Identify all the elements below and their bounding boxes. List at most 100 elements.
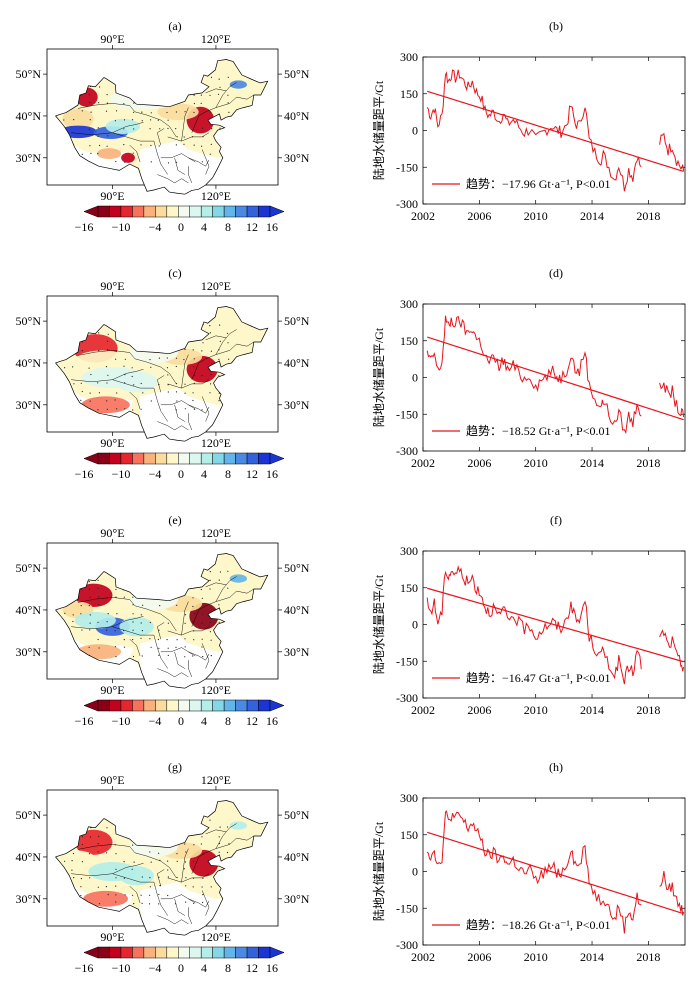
colorbar-tick-label: 4 bbox=[201, 961, 207, 975]
significance-dot bbox=[124, 161, 126, 163]
significance-dot bbox=[176, 860, 178, 862]
trend-line bbox=[427, 587, 684, 663]
lon-label-top: 120°E bbox=[201, 279, 231, 293]
significance-dot bbox=[97, 851, 99, 853]
significance-dot bbox=[149, 359, 151, 361]
x-tick-label: 2002 bbox=[411, 703, 435, 717]
province-boundary bbox=[160, 400, 196, 410]
province-boundary bbox=[188, 660, 193, 677]
significance-dot bbox=[157, 119, 159, 121]
significance-dot bbox=[123, 103, 125, 105]
colorbar-swatch bbox=[258, 699, 271, 712]
significance-dot bbox=[227, 570, 229, 572]
province-boundary bbox=[71, 873, 154, 883]
province-boundary bbox=[229, 94, 255, 104]
lon-label-bottom: 90°E bbox=[100, 189, 124, 203]
significance-dot bbox=[193, 366, 195, 368]
colorbar-swatch bbox=[246, 205, 259, 218]
lat-label-right: 40°N bbox=[284, 356, 310, 370]
province-boundary bbox=[181, 848, 189, 883]
significance-dot bbox=[202, 894, 204, 896]
significance-dot bbox=[150, 366, 152, 368]
y-tick-label: -150 bbox=[396, 654, 418, 668]
colorbar-tick-label: −10 bbox=[112, 220, 131, 234]
province-boundary bbox=[174, 651, 186, 669]
significance-dot bbox=[132, 596, 134, 598]
significance-dot bbox=[98, 349, 100, 352]
significance-dot bbox=[133, 102, 135, 104]
significance-dot bbox=[97, 638, 99, 641]
significance-dot bbox=[123, 128, 125, 130]
significance-dot bbox=[97, 153, 99, 155]
significance-dot bbox=[141, 876, 143, 878]
legend-label: 趋势：−17.96 Gt·a⁻¹, P<0.01 bbox=[466, 177, 610, 191]
significance-dot bbox=[209, 94, 211, 96]
significance-dot bbox=[131, 868, 133, 870]
colorbar-tick-label: 0 bbox=[178, 961, 184, 975]
china-outline bbox=[55, 553, 269, 689]
significance-dot bbox=[141, 120, 143, 122]
significance-dot bbox=[184, 408, 186, 410]
province-boundary bbox=[157, 174, 189, 184]
anomaly-cell-1 bbox=[74, 350, 130, 372]
significance-dot bbox=[97, 382, 99, 384]
significance-dot bbox=[81, 861, 83, 863]
significance-dot bbox=[131, 375, 133, 378]
significance-dot bbox=[210, 383, 212, 385]
lat-label-left: 50°N bbox=[16, 67, 42, 81]
tws-anomaly-series bbox=[426, 810, 685, 934]
colorbar-tick-label: 8 bbox=[225, 467, 231, 481]
significance-dot bbox=[80, 605, 82, 607]
y-tick-label: 300 bbox=[400, 297, 418, 311]
significance-dot bbox=[131, 894, 134, 896]
significance-dot bbox=[98, 596, 100, 598]
significance-dot bbox=[209, 819, 211, 821]
significance-dot bbox=[209, 111, 211, 113]
significance-dot bbox=[106, 340, 109, 342]
significance-dot bbox=[209, 579, 211, 581]
colorbar-swatch bbox=[143, 946, 156, 959]
colorbar-swatch bbox=[258, 205, 271, 218]
x-tick-label: 2010 bbox=[524, 209, 548, 223]
lon-label-top: 120°E bbox=[201, 32, 231, 46]
colorbar-swatch bbox=[97, 699, 110, 712]
significance-dot bbox=[133, 903, 135, 905]
significance-dot bbox=[184, 622, 186, 624]
significance-dot bbox=[141, 902, 143, 904]
x-tick-label: 2014 bbox=[580, 950, 604, 964]
x-tick-label: 2018 bbox=[636, 703, 660, 717]
significance-dot bbox=[89, 119, 91, 121]
significance-dot bbox=[89, 614, 91, 616]
y-tick-label: 150 bbox=[400, 334, 418, 348]
anomaly-cell-3 bbox=[115, 371, 158, 393]
colorbar-swatch bbox=[143, 452, 156, 465]
colorbar-swatch bbox=[132, 946, 145, 959]
colorbar-tick-label: 0 bbox=[178, 467, 184, 481]
significance-dot bbox=[116, 392, 118, 394]
timeseries-panel-f: (f) -300 -150 0 150 300 2002 2006 2010 2014 2018 陆地… bbox=[371, 513, 686, 717]
significance-dot bbox=[80, 399, 82, 401]
significance-dot bbox=[158, 647, 160, 649]
province-boundary bbox=[167, 626, 210, 636]
anomaly-cell-4 bbox=[81, 396, 130, 414]
colorbar-swatch bbox=[97, 452, 110, 465]
significance-dot bbox=[201, 886, 203, 888]
significance-dot bbox=[185, 877, 187, 879]
colorbar-swatch bbox=[178, 946, 190, 959]
colorbar-swatch bbox=[120, 205, 133, 218]
significance-dot bbox=[124, 894, 126, 896]
significance-dot bbox=[81, 836, 84, 838]
province-boundary bbox=[153, 635, 168, 669]
significance-dot bbox=[123, 365, 125, 367]
significance-dot bbox=[167, 876, 169, 878]
significance-dot bbox=[193, 382, 195, 384]
province-boundary bbox=[157, 668, 189, 678]
lat-label-left: 30°N bbox=[16, 645, 42, 659]
significance-dot bbox=[159, 605, 161, 607]
significance-dot bbox=[226, 826, 229, 828]
significance-dot bbox=[140, 408, 142, 410]
colorbar-low-arrow bbox=[83, 946, 99, 959]
y-tick-label: 0 bbox=[412, 865, 418, 879]
significance-dot bbox=[184, 111, 186, 113]
y-tick-label: 300 bbox=[400, 50, 418, 64]
